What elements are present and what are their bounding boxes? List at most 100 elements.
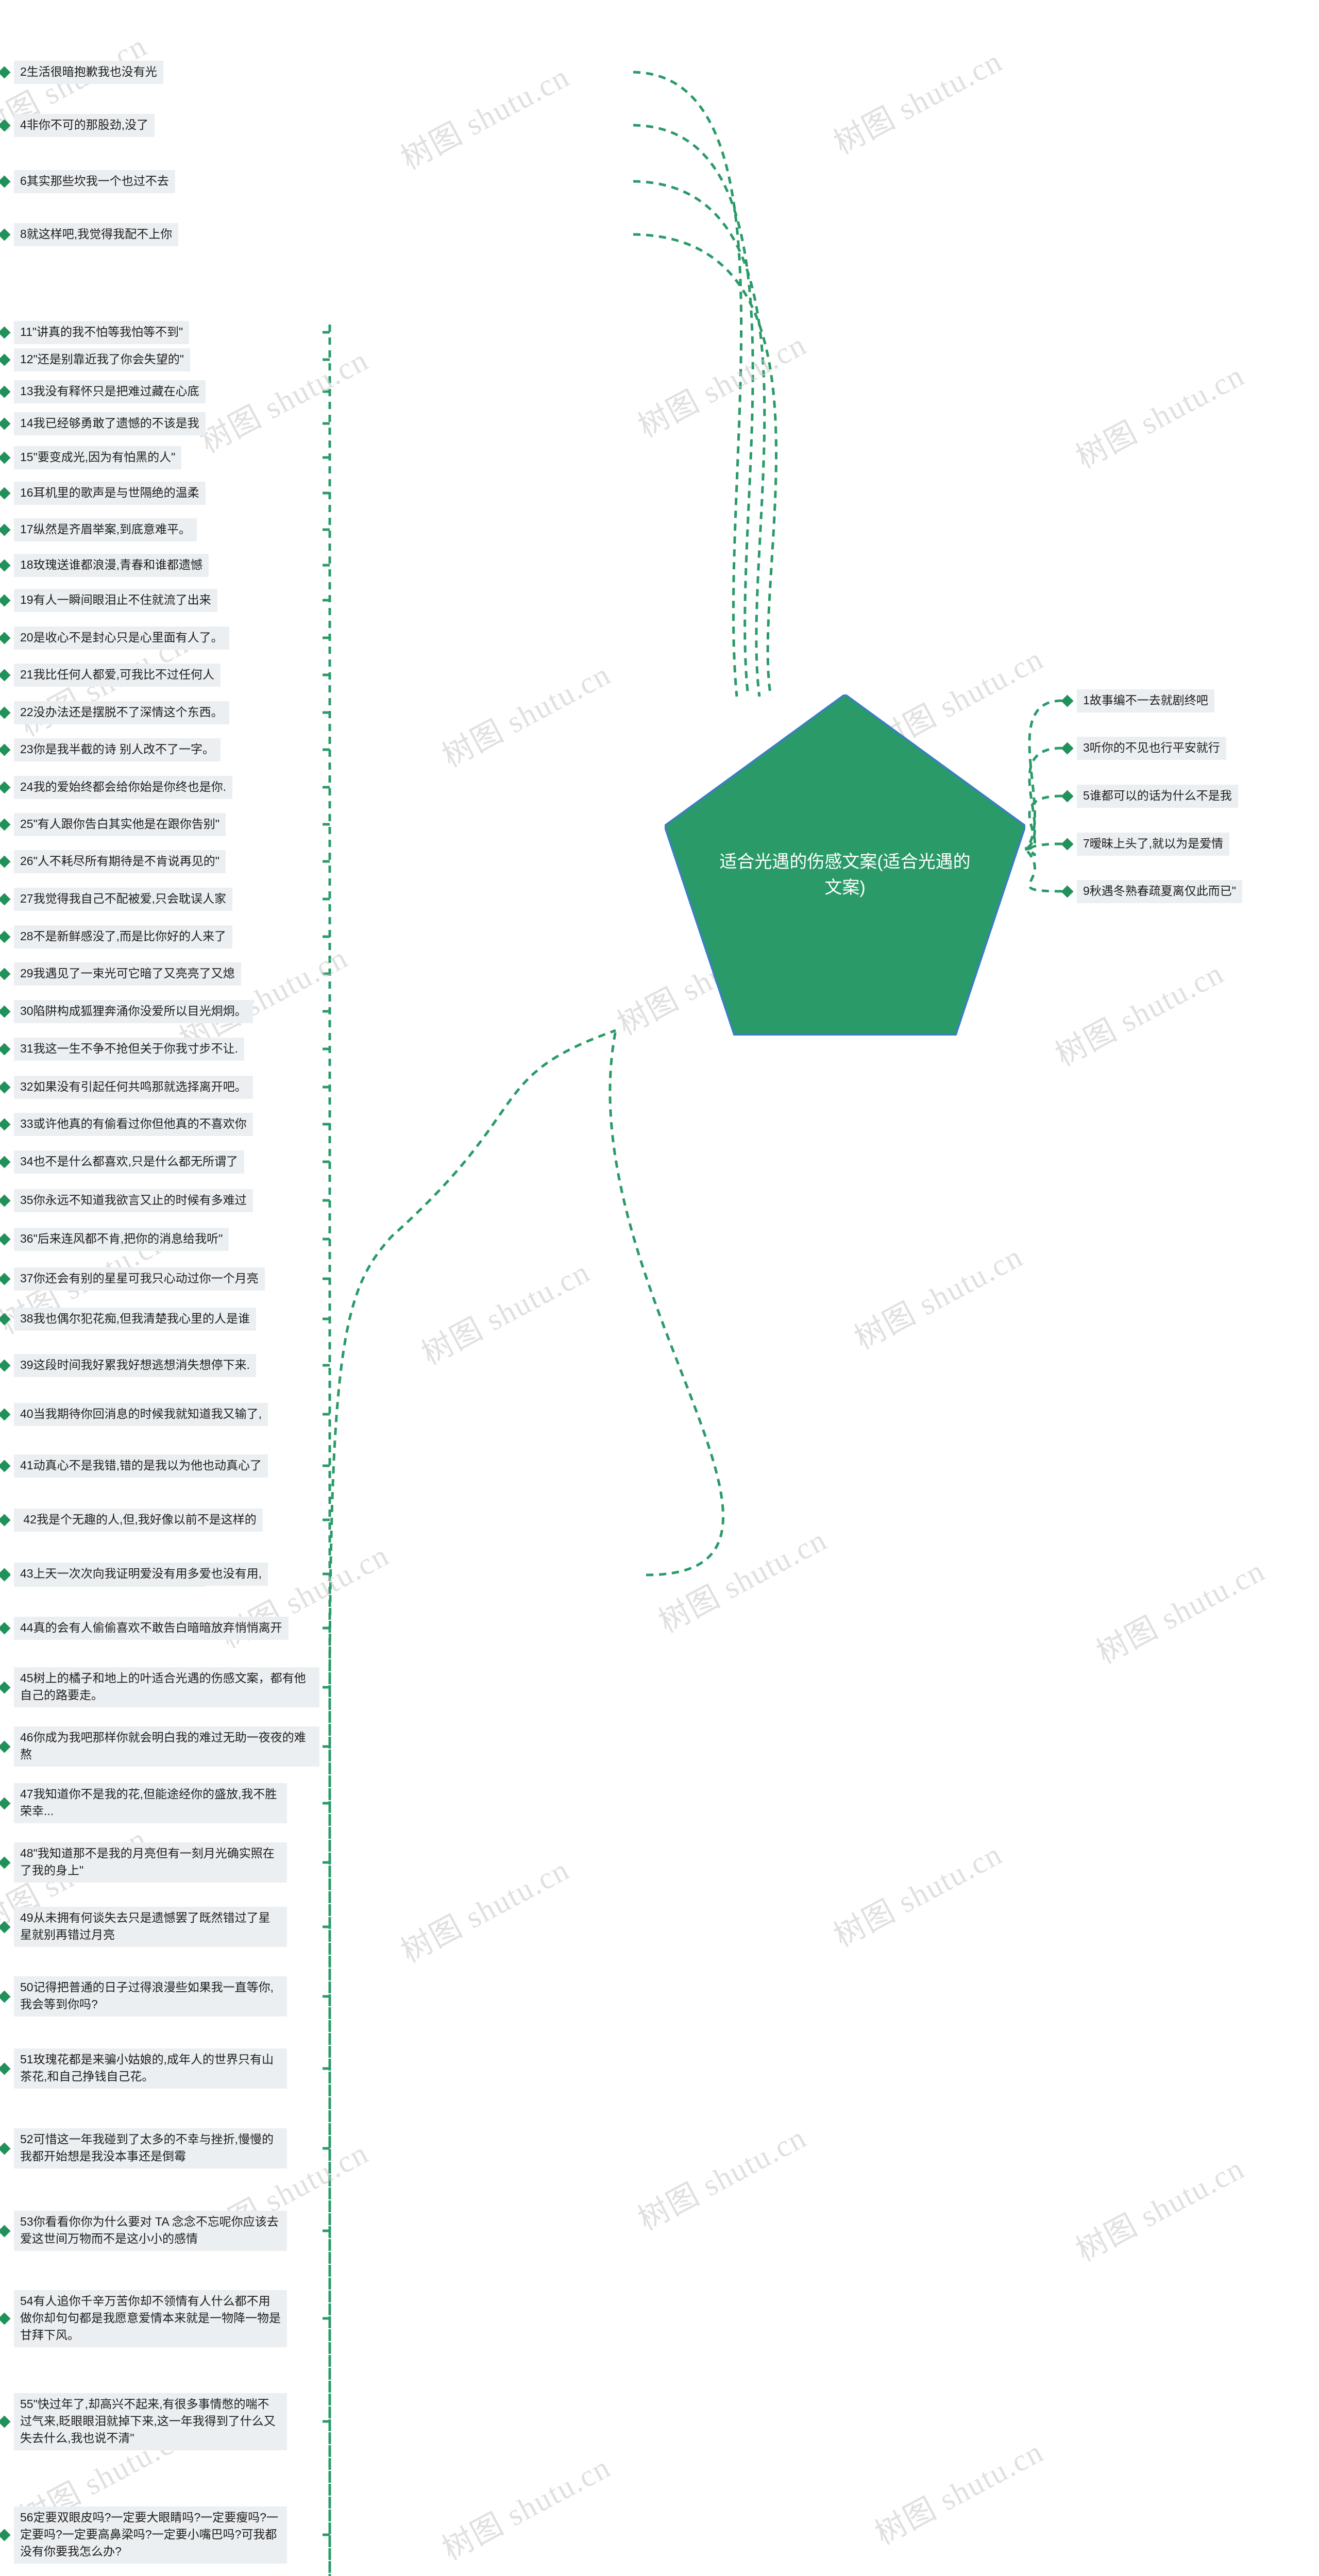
leaf-node-left-28[interactable]: 39这段时间我好累我好想逃想消失想停下来.: [0, 1354, 319, 1377]
leaf-node-top-2[interactable]: 6其实那些坎我一个也过不去: [0, 170, 626, 193]
connector: [1024, 842, 1062, 856]
diamond-marker-icon: [1061, 885, 1074, 898]
leaf-node-left-27[interactable]: 38我也偶尔犯花痴,但我清楚我心里的人是谁: [0, 1308, 319, 1331]
watermark: 树图 shutu.cn: [1071, 2151, 1250, 2268]
leaf-node-left-31[interactable]: 42我是个无趣的人,但,我好像以前不是这样的: [0, 1509, 319, 1532]
leaf-node-left-14[interactable]: 25"有人跟你告白其实他是在跟你告别": [0, 813, 319, 836]
connector: [633, 233, 777, 697]
leaf-node-left-11[interactable]: 22没办法还是摆脱不了深情这个东西。: [0, 701, 319, 724]
diamond-marker-icon: [0, 781, 11, 794]
leaf-node-left-36[interactable]: 47我知道你不是我的花,但能途经你的盛放,我不胜荣幸...: [0, 1783, 319, 1823]
leaf-node-left-2[interactable]: 13我没有释怀只是把难过藏在心底: [0, 380, 319, 403]
leaf-node-left-25[interactable]: 36"后来连风都不肯,把你的消息给我听": [0, 1228, 319, 1251]
leaf-node-left-0[interactable]: 11"讲真的我不怕等我怕等不到": [0, 321, 319, 344]
leaf-node-left-40[interactable]: 51玫瑰花都是来骗小姑娘的,成年人的世界只有山茶花,和自己挣钱自己花。: [0, 2048, 319, 2089]
leaf-node-left-33[interactable]: 44真的会有人偷偷喜欢不敢告白暗暗放弃悄悄离开: [0, 1617, 319, 1640]
leaf-node-left-13[interactable]: 24我的爱始终都会给你始是你终也是你.: [0, 776, 319, 799]
diamond-marker-icon: [1061, 694, 1074, 707]
leaf-node-right-0[interactable]: 1故事编不一去就剧终吧: [1061, 689, 1214, 713]
leaf-label: 8就这样吧,我觉得我配不上你: [14, 223, 179, 246]
leaf-node-left-8[interactable]: 19有人一瞬间眼泪止不住就流了出来: [0, 589, 319, 612]
leaf-node-left-43[interactable]: 54有人追你千辛万苦你却不领情有人什么都不用做你却句句都是我愿意爱情本来就是一物…: [0, 2290, 319, 2347]
leaf-node-left-17[interactable]: 28不是新鲜感没了,而是比你好的人来了: [0, 925, 319, 948]
leaf-node-top-1[interactable]: 4非你不可的那股劲,没了: [0, 114, 626, 137]
leaf-label: 6其实那些坎我一个也过不去: [14, 170, 175, 193]
leaf-node-left-41[interactable]: 52可惜这一年我碰到了太多的不幸与挫折,慢慢的我都开始想是我没本事还是倒霉: [0, 2128, 319, 2168]
leaf-node-left-35[interactable]: 46你成为我吧那样你就会明白我的难过无助一夜夜的难熬: [0, 1726, 319, 1767]
leaf-node-left-44[interactable]: 55"快过年了,却高兴不起来,有很多事情憋的喘不过气来,眨眼眼泪就掉下来,这一年…: [0, 2393, 319, 2450]
leaf-label: 40当我期待你回消息的时候我就知道我又输了,: [14, 1403, 268, 1426]
leaf-node-left-23[interactable]: 34也不是什么都喜欢,只是什么都无所谓了: [0, 1150, 319, 1174]
diamond-marker-icon: [0, 1568, 11, 1581]
leaf-node-left-24[interactable]: 35你永远不知道我欲言又止的时候有多难过: [0, 1189, 319, 1212]
diamond-marker-icon: [0, 706, 11, 719]
diamond-marker-icon: [0, 855, 11, 868]
leaf-node-left-34[interactable]: 45树上的橘子和地上的叶适合光遇的伤感文案，都有他自己的路要走。: [0, 1667, 319, 1707]
leaf-node-left-18[interactable]: 29我遇见了一束光可它暗了又亮亮了又熄: [0, 962, 319, 986]
leaf-node-left-42[interactable]: 53你看看你你为什么要对 TA 念念不忘呢你应该去爱这世间万物而不是这小小的感情: [0, 2211, 319, 2251]
leaf-label: 52可惜这一年我碰到了太多的不幸与挫折,慢慢的我都开始想是我没本事还是倒霉: [14, 2128, 287, 2168]
leaf-node-left-4[interactable]: 15"要变成光,因为有怕黑的人": [0, 446, 319, 469]
leaf-label: 35你永远不知道我欲言又止的时候有多难过: [14, 1189, 253, 1212]
leaf-node-left-3[interactable]: 14我已经够勇敢了遗憾的不该是我: [0, 412, 319, 435]
leaf-label: 15"要变成光,因为有怕黑的人": [14, 446, 182, 469]
connector: [608, 1030, 724, 1577]
leaf-node-left-32[interactable]: 43上天一次次向我证明爱没有用多爱也没有用,: [0, 1563, 319, 1586]
watermark: 树图 shutu.cn: [870, 2434, 1049, 2551]
leaf-label: 28不是新鲜感没了,而是比你好的人来了: [14, 925, 232, 948]
diamond-marker-icon: [0, 1920, 11, 1934]
leaf-label: 9秋遇冬熟春疏夏离仅此而已": [1077, 880, 1242, 903]
leaf-node-right-2[interactable]: 5谁都可以的话为什么不是我: [1061, 785, 1238, 808]
leaf-node-left-9[interactable]: 20是收心不是封心只是心里面有人了。: [0, 626, 319, 650]
diamond-marker-icon: [0, 1043, 11, 1056]
diamond-marker-icon: [0, 353, 11, 366]
leaf-node-right-4[interactable]: 9秋遇冬熟春疏夏离仅此而已": [1061, 880, 1242, 903]
diamond-marker-icon: [0, 1118, 11, 1131]
central-node[interactable]: 适合光遇的伤感文案(适合光遇的文案): [665, 694, 1025, 1096]
leaf-node-left-10[interactable]: 21我比任何人都爱,可我比不过任何人: [0, 664, 319, 687]
leaf-node-left-15[interactable]: 26"人不耗尽所有期待是不肯说再见的": [0, 850, 319, 873]
leaf-node-left-16[interactable]: 27我觉得我自己不配被爱,只会耽误人家: [0, 888, 319, 911]
diamond-marker-icon: [0, 594, 11, 607]
leaf-node-left-6[interactable]: 17纵然是齐眉举案,到底意难平。: [0, 518, 319, 541]
watermark: 树图 shutu.cn: [633, 327, 812, 444]
leaf-node-left-21[interactable]: 32如果没有引起任何共鸣那就选择离开吧。: [0, 1076, 319, 1099]
connector: [1024, 699, 1062, 850]
leaf-label: 25"有人跟你告白其实他是在跟你告别": [14, 813, 226, 836]
leaf-node-left-38[interactable]: 49从未拥有何谈失去只是遗憾罢了既然错过了星星就别再错过月亮: [0, 1907, 319, 1947]
diamond-marker-icon: [0, 66, 11, 79]
leaf-label: 22没办法还是摆脱不了深情这个东西。: [14, 701, 229, 724]
leaf-node-left-37[interactable]: 48"我知道那不是我的月亮但有一刻月光确实照在了我的身上": [0, 1842, 319, 1883]
diamond-marker-icon: [0, 930, 11, 943]
leaf-label: 4非你不可的那股劲,没了: [14, 114, 155, 137]
leaf-node-top-0[interactable]: 2生活很暗抱歉我也没有光: [0, 61, 626, 84]
diamond-marker-icon: [0, 417, 11, 430]
leaf-node-left-22[interactable]: 33或许他真的有偷看过你但他真的不喜欢你: [0, 1113, 319, 1136]
pentagon-shape: [665, 694, 1025, 1036]
leaf-node-left-5[interactable]: 16耳机里的歌声是与世隔绝的温柔: [0, 482, 319, 505]
leaf-label: 17纵然是齐眉举案,到底意难平。: [14, 518, 197, 541]
leaf-node-top-3[interactable]: 8就这样吧,我觉得我配不上你: [0, 223, 626, 246]
leaf-label: 30陷阱构成狐狸奔涌你没爱所以目光炯炯。: [14, 1000, 253, 1023]
diamond-marker-icon: [0, 1797, 11, 1810]
leaf-node-right-1[interactable]: 3听你的不见也行平安就行: [1061, 737, 1226, 760]
leaf-node-left-7[interactable]: 18玫瑰送谁都浪漫,青春和谁都遗憾: [0, 554, 319, 577]
central-node-title: 适合光遇的伤感文案(适合光遇的文案): [719, 852, 971, 897]
leaf-node-left-30[interactable]: 41动真心不是我错,错的是我以为他也动真心了: [0, 1454, 319, 1478]
leaf-node-left-45[interactable]: 56定要双眼皮吗?一定要大眼睛吗?一定要瘦吗?一定要吗?一定要高鼻梁吗?一定要小…: [0, 2506, 319, 2564]
diamond-marker-icon: [0, 559, 11, 572]
leaf-node-left-39[interactable]: 50记得把普通的日子过得浪漫些如果我一直等你,我会等到你吗?: [0, 1976, 319, 2016]
leaf-label: 44真的会有人偷偷喜欢不敢告白暗暗放弃悄悄离开: [14, 1617, 289, 1640]
leaf-label: 55"快过年了,却高兴不起来,有很多事情憋的喘不过气来,眨眼眼泪就掉下来,这一年…: [14, 2393, 287, 2450]
connector: [1024, 747, 1062, 851]
leaf-node-left-29[interactable]: 40当我期待你回消息的时候我就知道我又输了,: [0, 1403, 319, 1426]
diamond-marker-icon: [0, 743, 11, 756]
diamond-marker-icon: [0, 1081, 11, 1094]
leaf-node-left-12[interactable]: 23你是我半截的诗 别人改不了一字。: [0, 738, 319, 761]
leaf-node-left-19[interactable]: 30陷阱构成狐狸奔涌你没爱所以目光炯炯。: [0, 1000, 319, 1023]
leaf-node-left-1[interactable]: 12"还是别靠近我了你会失望的": [0, 348, 319, 371]
leaf-node-left-20[interactable]: 31我这一生不争不抢但关于你我寸步不让.: [0, 1038, 319, 1061]
leaf-node-left-26[interactable]: 37你还会有别的星星可我只心动过你一个月亮: [0, 1267, 319, 1291]
leaf-label: 16耳机里的歌声是与世隔绝的温柔: [14, 482, 206, 505]
leaf-node-right-3[interactable]: 7暧昧上头了,就以为是爱情: [1061, 833, 1230, 856]
